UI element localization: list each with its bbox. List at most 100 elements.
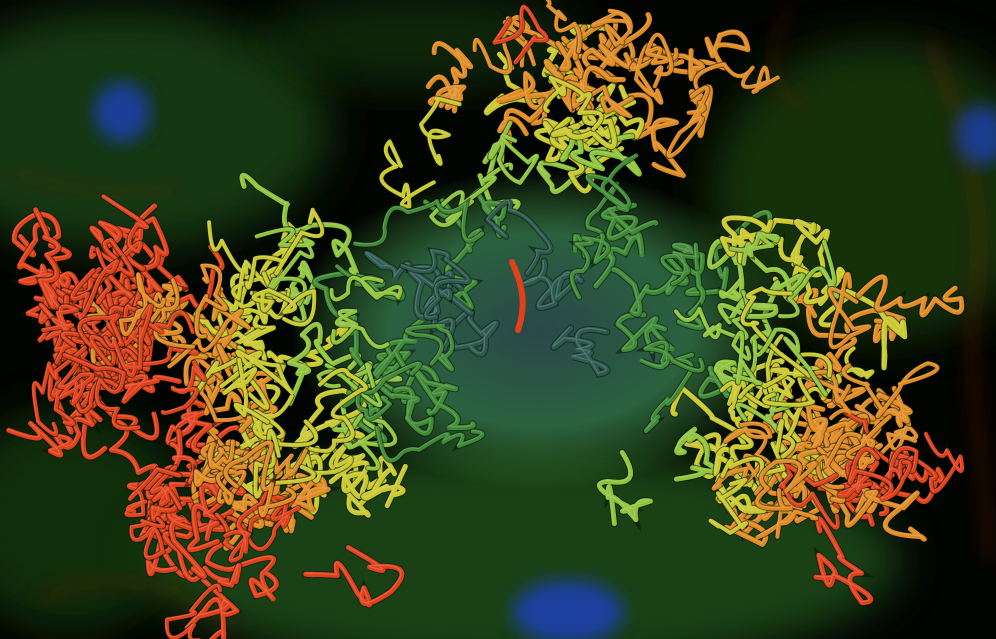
strand-highlight bbox=[223, 479, 273, 561]
polymer-strand bbox=[329, 275, 403, 302]
strand-highlight bbox=[400, 249, 469, 318]
strand-highlight bbox=[572, 85, 632, 116]
polymer-strand bbox=[219, 349, 294, 395]
chromatin-polymer-icon bbox=[5, 0, 966, 639]
strand-highlight bbox=[756, 509, 816, 537]
polymer-strand bbox=[162, 515, 242, 588]
strand-highlight bbox=[253, 429, 314, 497]
polymer-strand bbox=[543, 75, 604, 132]
polymer-strand bbox=[328, 447, 370, 499]
polymer-strand bbox=[856, 274, 965, 318]
actin-edge-left bbox=[9, 167, 181, 197]
strand-highlight bbox=[543, 75, 601, 129]
strand-highlight bbox=[124, 467, 180, 515]
polymer-strand bbox=[103, 303, 153, 378]
strand-highlight bbox=[380, 139, 434, 206]
polymer-strand bbox=[778, 463, 840, 530]
strand-highlight bbox=[355, 362, 420, 418]
strand-highlight bbox=[331, 309, 387, 347]
strand-highlight bbox=[220, 350, 291, 392]
nucleus-left bbox=[94, 82, 150, 142]
strand-highlight bbox=[119, 272, 164, 334]
polymer-strand bbox=[443, 308, 499, 357]
strand-highlight bbox=[41, 304, 78, 339]
strand-highlight bbox=[731, 331, 760, 383]
strand-highlight bbox=[880, 446, 917, 485]
polymer-strand bbox=[569, 233, 611, 300]
strand-highlight bbox=[755, 459, 816, 509]
strand-highlight bbox=[767, 442, 850, 494]
polymer-strand bbox=[841, 361, 940, 419]
polymer-strand bbox=[108, 342, 182, 404]
strand-highlight bbox=[492, 5, 547, 62]
strand-highlight bbox=[33, 208, 67, 310]
cell-glow-top-mid bbox=[260, 0, 580, 90]
strand-highlight bbox=[546, 0, 580, 51]
strand-highlight bbox=[412, 367, 473, 428]
polymer-strand bbox=[308, 367, 368, 453]
polymer-strand bbox=[707, 238, 745, 302]
strand-highlight bbox=[205, 541, 276, 599]
strand-highlight bbox=[284, 261, 315, 323]
polymer-strand bbox=[521, 258, 584, 311]
strand-highlight bbox=[405, 324, 452, 369]
strand-highlight bbox=[597, 450, 650, 524]
highlighted-segment bbox=[509, 259, 526, 333]
strand-highlight bbox=[874, 386, 910, 425]
polymer-strands bbox=[5, 0, 966, 639]
polymer-strand bbox=[41, 304, 79, 341]
polymer-strand bbox=[129, 516, 166, 560]
strand-highlight bbox=[104, 304, 151, 375]
strand-highlight bbox=[165, 584, 220, 639]
strand-highlight bbox=[129, 517, 163, 557]
strand-highlight bbox=[51, 375, 119, 424]
strand-highlight bbox=[591, 9, 631, 45]
strand-highlight bbox=[729, 231, 778, 264]
polymer-strand bbox=[693, 62, 780, 94]
polymer-strand bbox=[77, 313, 125, 369]
polymer-strand bbox=[755, 509, 819, 540]
polymer-strand bbox=[404, 323, 455, 372]
strand-highlight bbox=[856, 275, 962, 315]
strand-highlight bbox=[344, 413, 395, 469]
polymer-strand bbox=[251, 288, 317, 327]
polymer-strand bbox=[207, 439, 237, 505]
polymer-strand bbox=[485, 199, 553, 276]
polymer-strand bbox=[497, 58, 564, 144]
strand-highlight bbox=[661, 243, 697, 284]
polymer-strand bbox=[33, 207, 70, 313]
polymer-strand bbox=[331, 308, 390, 349]
cell-glow-right bbox=[710, 40, 996, 340]
strand-highlight bbox=[329, 448, 367, 497]
polymer-strand bbox=[31, 345, 87, 437]
polymer-strand bbox=[666, 85, 710, 158]
strand-highlight bbox=[77, 313, 122, 366]
strand-highlight bbox=[202, 447, 244, 502]
strand-highlight bbox=[208, 440, 234, 503]
polymer-strand bbox=[239, 172, 363, 285]
strand-highlight bbox=[163, 515, 239, 585]
strand-highlight bbox=[616, 313, 672, 353]
polymer-strand bbox=[545, 0, 582, 54]
strand-highlight bbox=[874, 426, 916, 459]
strand-highlight bbox=[150, 465, 180, 508]
polymer-strand bbox=[762, 217, 821, 268]
polymer-strand bbox=[287, 322, 362, 406]
polymer-strand bbox=[400, 248, 471, 320]
polymer-strand bbox=[615, 312, 675, 354]
polymer-strand bbox=[492, 5, 549, 65]
strand-highlight bbox=[731, 328, 826, 394]
actin-edge-top bbox=[770, 8, 812, 113]
strand-highlight bbox=[308, 368, 366, 451]
strand-highlight bbox=[763, 218, 818, 265]
polymer-strand bbox=[166, 500, 220, 579]
strand-highlight bbox=[286, 322, 359, 404]
strand-highlight bbox=[429, 163, 511, 225]
strand-highlight bbox=[814, 516, 871, 603]
strand-highlight bbox=[255, 227, 313, 304]
strand-highlight bbox=[245, 208, 322, 287]
polymer-strand bbox=[353, 199, 485, 247]
polymer-strand bbox=[731, 330, 762, 386]
strand-highlight bbox=[488, 121, 537, 183]
